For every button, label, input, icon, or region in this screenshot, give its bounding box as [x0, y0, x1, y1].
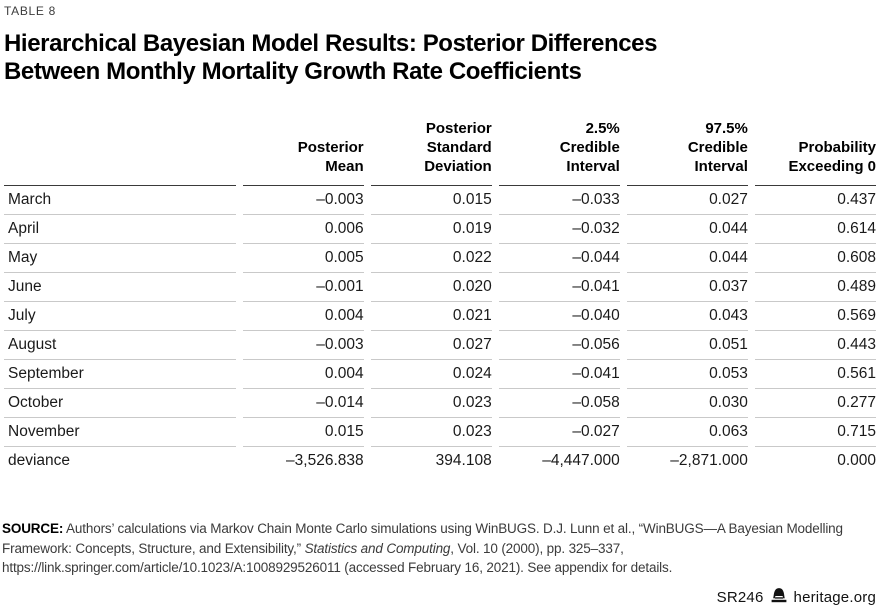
value-cell: 0.021 [370, 302, 492, 331]
value-cell: 0.015 [242, 418, 364, 447]
table-row: November 0.015 0.023 –0.027 0.063 0.715 [4, 418, 876, 447]
header-ci-upper: 97.5% Credible Interval [626, 119, 748, 186]
value-cell: –0.044 [498, 244, 620, 273]
table-row: April 0.006 0.019 –0.032 0.044 0.614 [4, 215, 876, 244]
month-cell: November [4, 418, 236, 447]
value-cell: –0.056 [498, 331, 620, 360]
month-cell: September [4, 360, 236, 389]
month-cell: August [4, 331, 236, 360]
month-cell: March [4, 186, 236, 215]
results-table: Posterior Mean Posterior Standard Deviat… [0, 119, 883, 475]
value-cell: 0.023 [370, 418, 492, 447]
value-cell: 0.019 [370, 215, 492, 244]
value-cell: –0.027 [498, 418, 620, 447]
value-cell: 0.277 [754, 389, 876, 418]
header-row: Posterior Mean Posterior Standard Deviat… [4, 119, 876, 186]
table-row: October –0.014 0.023 –0.058 0.030 0.277 [4, 389, 876, 418]
value-cell: 0.015 [370, 186, 492, 215]
value-cell: –0.041 [498, 273, 620, 302]
value-cell: 0.037 [626, 273, 748, 302]
month-cell: deviance [8, 452, 71, 469]
header-month-spacer [4, 119, 236, 186]
table-row: deviance –3,526.838 394.108 –4,447.000 –… [4, 447, 876, 475]
value-cell: 0.023 [370, 389, 492, 418]
month-cell: July [4, 302, 236, 331]
value-cell: –0.058 [498, 389, 620, 418]
value-cell: 0.614 [754, 215, 876, 244]
source-label: SOURCE: [2, 521, 64, 536]
value-cell: 0.489 [754, 273, 876, 302]
value-cell: 0.569 [754, 302, 876, 331]
value-cell: –0.033 [498, 186, 620, 215]
month-cell: May [4, 244, 236, 273]
value-cell: 0.004 [242, 360, 364, 389]
value-cell: 0.437 [754, 186, 876, 215]
header-ci-lower: 2.5% Credible Interval [498, 119, 620, 186]
value-cell: –0.032 [498, 215, 620, 244]
table-header: Posterior Mean Posterior Standard Deviat… [4, 119, 876, 186]
value-cell: 0.608 [754, 244, 876, 273]
source-note: SOURCE: Authors’ calculations via Markov… [2, 519, 876, 578]
table-label: TABLE 8 [4, 4, 57, 18]
value-cell: 0.004 [242, 302, 364, 331]
table-row: August –0.003 0.027 –0.056 0.051 0.443 [4, 331, 876, 360]
value-cell: 0.051 [626, 331, 748, 360]
source-text: Authors’ calculations via Markov Chain M… [2, 521, 843, 556]
table-body: March –0.003 0.015 –0.033 0.027 0.437 Ap… [4, 186, 876, 475]
value-cell: 0.005 [242, 244, 364, 273]
journal-title: Statistics and Computing [304, 540, 451, 556]
value-cell: 0.027 [370, 331, 492, 360]
table-row: June –0.001 0.020 –0.041 0.037 0.489 [4, 273, 876, 302]
table-row: March –0.003 0.015 –0.033 0.027 0.437 [4, 186, 876, 215]
table-row: July 0.004 0.021 –0.040 0.043 0.569 [4, 302, 876, 331]
page-footer: SR246 heritage.org [717, 587, 876, 607]
month-cell: October [4, 389, 236, 418]
value-cell: 0.030 [626, 389, 748, 418]
value-cell: –0.040 [498, 302, 620, 331]
value-cell: –0.003 [242, 331, 364, 360]
value-cell: –0.041 [498, 360, 620, 389]
value-cell: –3,526.838 [286, 452, 364, 469]
value-cell: 0.715 [754, 418, 876, 447]
header-prob-exceeding: Probability Exceeding 0 [754, 119, 876, 186]
header-posterior-mean: Posterior Mean [242, 119, 364, 186]
month-cell: April [4, 215, 236, 244]
month-cell: June [4, 273, 236, 302]
value-cell: 0.044 [626, 215, 748, 244]
table-row: September 0.004 0.024 –0.041 0.053 0.561 [4, 360, 876, 389]
site-domain: heritage.org [793, 588, 876, 606]
value-cell: –0.003 [242, 186, 364, 215]
value-cell: –0.001 [242, 273, 364, 302]
header-posterior-sd: Posterior Standard Deviation [370, 119, 492, 186]
value-cell: 394.108 [435, 452, 492, 469]
value-cell: 0.024 [370, 360, 492, 389]
value-cell: 0.561 [754, 360, 876, 389]
value-cell: –0.014 [242, 389, 364, 418]
value-cell: 0.000 [837, 452, 876, 469]
value-cell: 0.063 [626, 418, 748, 447]
heritage-bell-icon [770, 587, 788, 607]
value-cell: –2,871.000 [670, 452, 748, 469]
source-text-continued: , Vol. 10 (2000), pp. 325–337, https://l… [2, 540, 673, 576]
report-id: SR246 [716, 588, 764, 606]
value-cell: –4,447.000 [542, 452, 620, 469]
value-cell: 0.044 [626, 244, 748, 273]
table-row: May 0.005 0.022 –0.044 0.044 0.608 [4, 244, 876, 273]
value-cell: 0.443 [754, 331, 876, 360]
value-cell: 0.006 [242, 215, 364, 244]
value-cell: 0.053 [626, 360, 748, 389]
page-title: Hierarchical Bayesian Model Results: Pos… [4, 30, 658, 85]
value-cell: 0.022 [370, 244, 492, 273]
value-cell: 0.027 [626, 186, 748, 215]
value-cell: 0.020 [370, 273, 492, 302]
value-cell: 0.043 [626, 302, 748, 331]
